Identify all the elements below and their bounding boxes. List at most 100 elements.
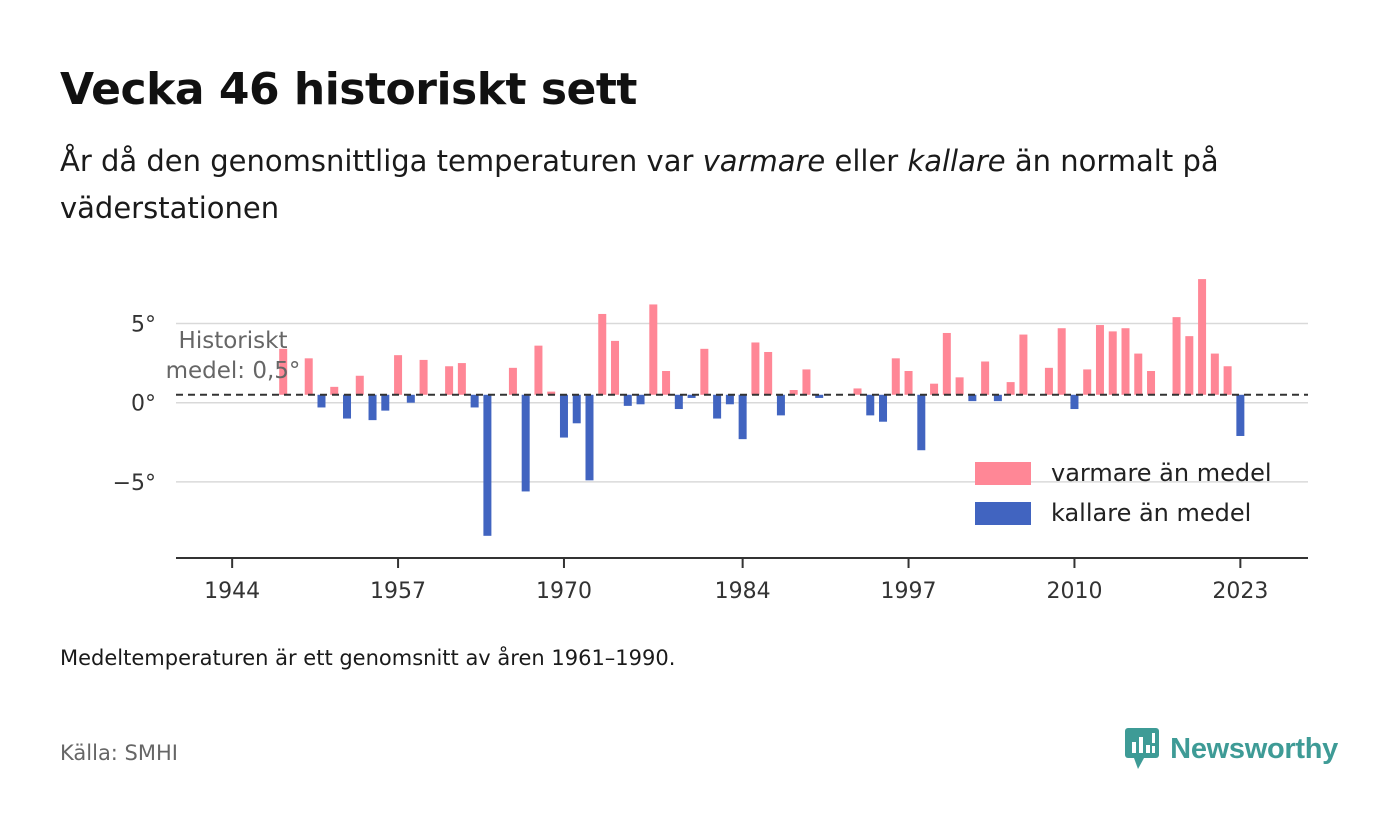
bar-warm: [662, 371, 671, 395]
bar-warm: [1185, 336, 1194, 395]
bar-cold: [879, 394, 888, 422]
bar-warm: [764, 351, 773, 395]
bar-warm: [700, 348, 709, 395]
x-tick-label: 1957: [370, 579, 426, 604]
legend-label-warm: varmare än medel: [1051, 459, 1272, 487]
x-tick-label: 1944: [204, 579, 260, 604]
bar-warm: [394, 355, 403, 395]
bar-warm: [802, 369, 811, 395]
x-tick-label: 1984: [715, 579, 771, 604]
bar-cold: [917, 394, 926, 451]
chart-subtitle: År då den genomsnittliga temperaturen va…: [60, 138, 1290, 232]
bar-warm: [1108, 331, 1117, 395]
bar-cold: [521, 394, 530, 492]
bars: [279, 279, 1245, 536]
bar-warm: [457, 363, 466, 395]
bar-cold: [713, 394, 722, 419]
bar-warm: [1223, 366, 1232, 395]
bar-cold: [317, 394, 326, 408]
bar-cold: [725, 394, 734, 405]
bar-cold: [483, 394, 492, 536]
bar-cold: [687, 394, 696, 398]
legend-label-cold: kallare än medel: [1051, 499, 1251, 527]
subtitle-warm-word: varmare: [702, 144, 826, 178]
bar-warm: [1044, 367, 1053, 395]
newsworthy-logo-icon: [1125, 728, 1160, 769]
x-tick-label: 1997: [881, 579, 937, 604]
bar-cold: [815, 394, 824, 398]
bar-warm: [942, 332, 951, 395]
axes: 5° 0° −5° 1944 1957 1970 1984 1997 2010 2023: [113, 312, 1308, 604]
bar-cold: [470, 394, 479, 408]
bar-warm: [955, 377, 964, 395]
bar-cold: [968, 394, 977, 402]
bar-warm: [419, 359, 428, 395]
bar-cold: [572, 394, 581, 424]
bar-cold: [1070, 394, 1079, 410]
bar-cold: [636, 394, 645, 405]
bar-warm: [534, 345, 543, 395]
bar-warm: [1172, 317, 1181, 395]
subtitle-text-3: än normalt på väderstationen: [60, 144, 1219, 225]
x-tick-label: 1970: [536, 579, 592, 604]
bar-warm: [904, 371, 913, 395]
bar-cold: [406, 394, 415, 403]
bar-warm: [1057, 328, 1066, 395]
bar-cold: [585, 394, 594, 481]
mean-line-group: Historiskt medel: 0,5°: [166, 328, 1308, 396]
legend: varmare än medel kallare än medel: [975, 459, 1272, 527]
y-tick-label: 0°: [131, 392, 156, 417]
x-tick-label: 2010: [1046, 579, 1102, 604]
bar-warm: [751, 342, 760, 395]
bar-warm: [789, 390, 798, 395]
bar-cold: [1236, 394, 1245, 436]
subtitle-text-2: eller: [825, 144, 908, 178]
bar-warm: [1210, 353, 1219, 395]
x-tick-label: 2023: [1212, 579, 1268, 604]
bar-warm: [1147, 371, 1156, 395]
brand-logo: Newsworthy: [1124, 726, 1338, 772]
bar-warm: [330, 386, 339, 395]
bar-cold: [368, 394, 377, 421]
bar-cold: [343, 394, 352, 419]
bar-warm: [1121, 328, 1130, 395]
bar-cold: [866, 394, 875, 416]
bar-warm: [445, 366, 454, 395]
subtitle-text-1: År då den genomsnittliga temperaturen va…: [60, 144, 703, 178]
bar-cold: [623, 394, 632, 406]
bar-warm: [355, 375, 364, 395]
bar-cold: [738, 394, 747, 440]
bar-warm: [1095, 325, 1104, 395]
chart-title: Vecka 46 historiskt sett: [60, 64, 637, 115]
y-tick-label: −5°: [113, 471, 156, 496]
mean-label: Historiskt: [179, 328, 288, 354]
bar-warm: [891, 358, 900, 395]
bar-warm: [853, 388, 862, 395]
bar-warm: [279, 348, 288, 395]
bar-warm: [598, 313, 607, 395]
bar-warm: [1019, 334, 1028, 395]
mean-label: medel: 0,5°: [166, 358, 301, 384]
bar-cold: [993, 394, 1002, 402]
bar-warm: [547, 391, 556, 395]
subtitle-cold-word: kallare: [907, 144, 1006, 178]
bar-warm: [1006, 382, 1015, 395]
bar-warm: [981, 361, 990, 395]
bar-warm: [930, 383, 939, 395]
bar-warm: [1134, 353, 1143, 395]
bar-warm: [304, 358, 313, 395]
bar-cold: [559, 394, 568, 438]
legend-swatch-cold: [975, 502, 1031, 525]
source-label: Källa: SMHI: [60, 741, 178, 765]
bar-warm: [508, 367, 517, 395]
bar-cold: [381, 394, 390, 411]
y-tick-label: 5°: [131, 312, 156, 337]
bar-cold: [674, 394, 683, 410]
bar-warm: [1083, 369, 1092, 395]
legend-swatch-warm: [975, 462, 1031, 485]
bar-cold: [776, 394, 785, 416]
footnote: Medeltemperaturen är ett genomsnitt av å…: [60, 646, 676, 670]
bar-warm: [649, 304, 658, 395]
bar-warm: [611, 340, 620, 395]
